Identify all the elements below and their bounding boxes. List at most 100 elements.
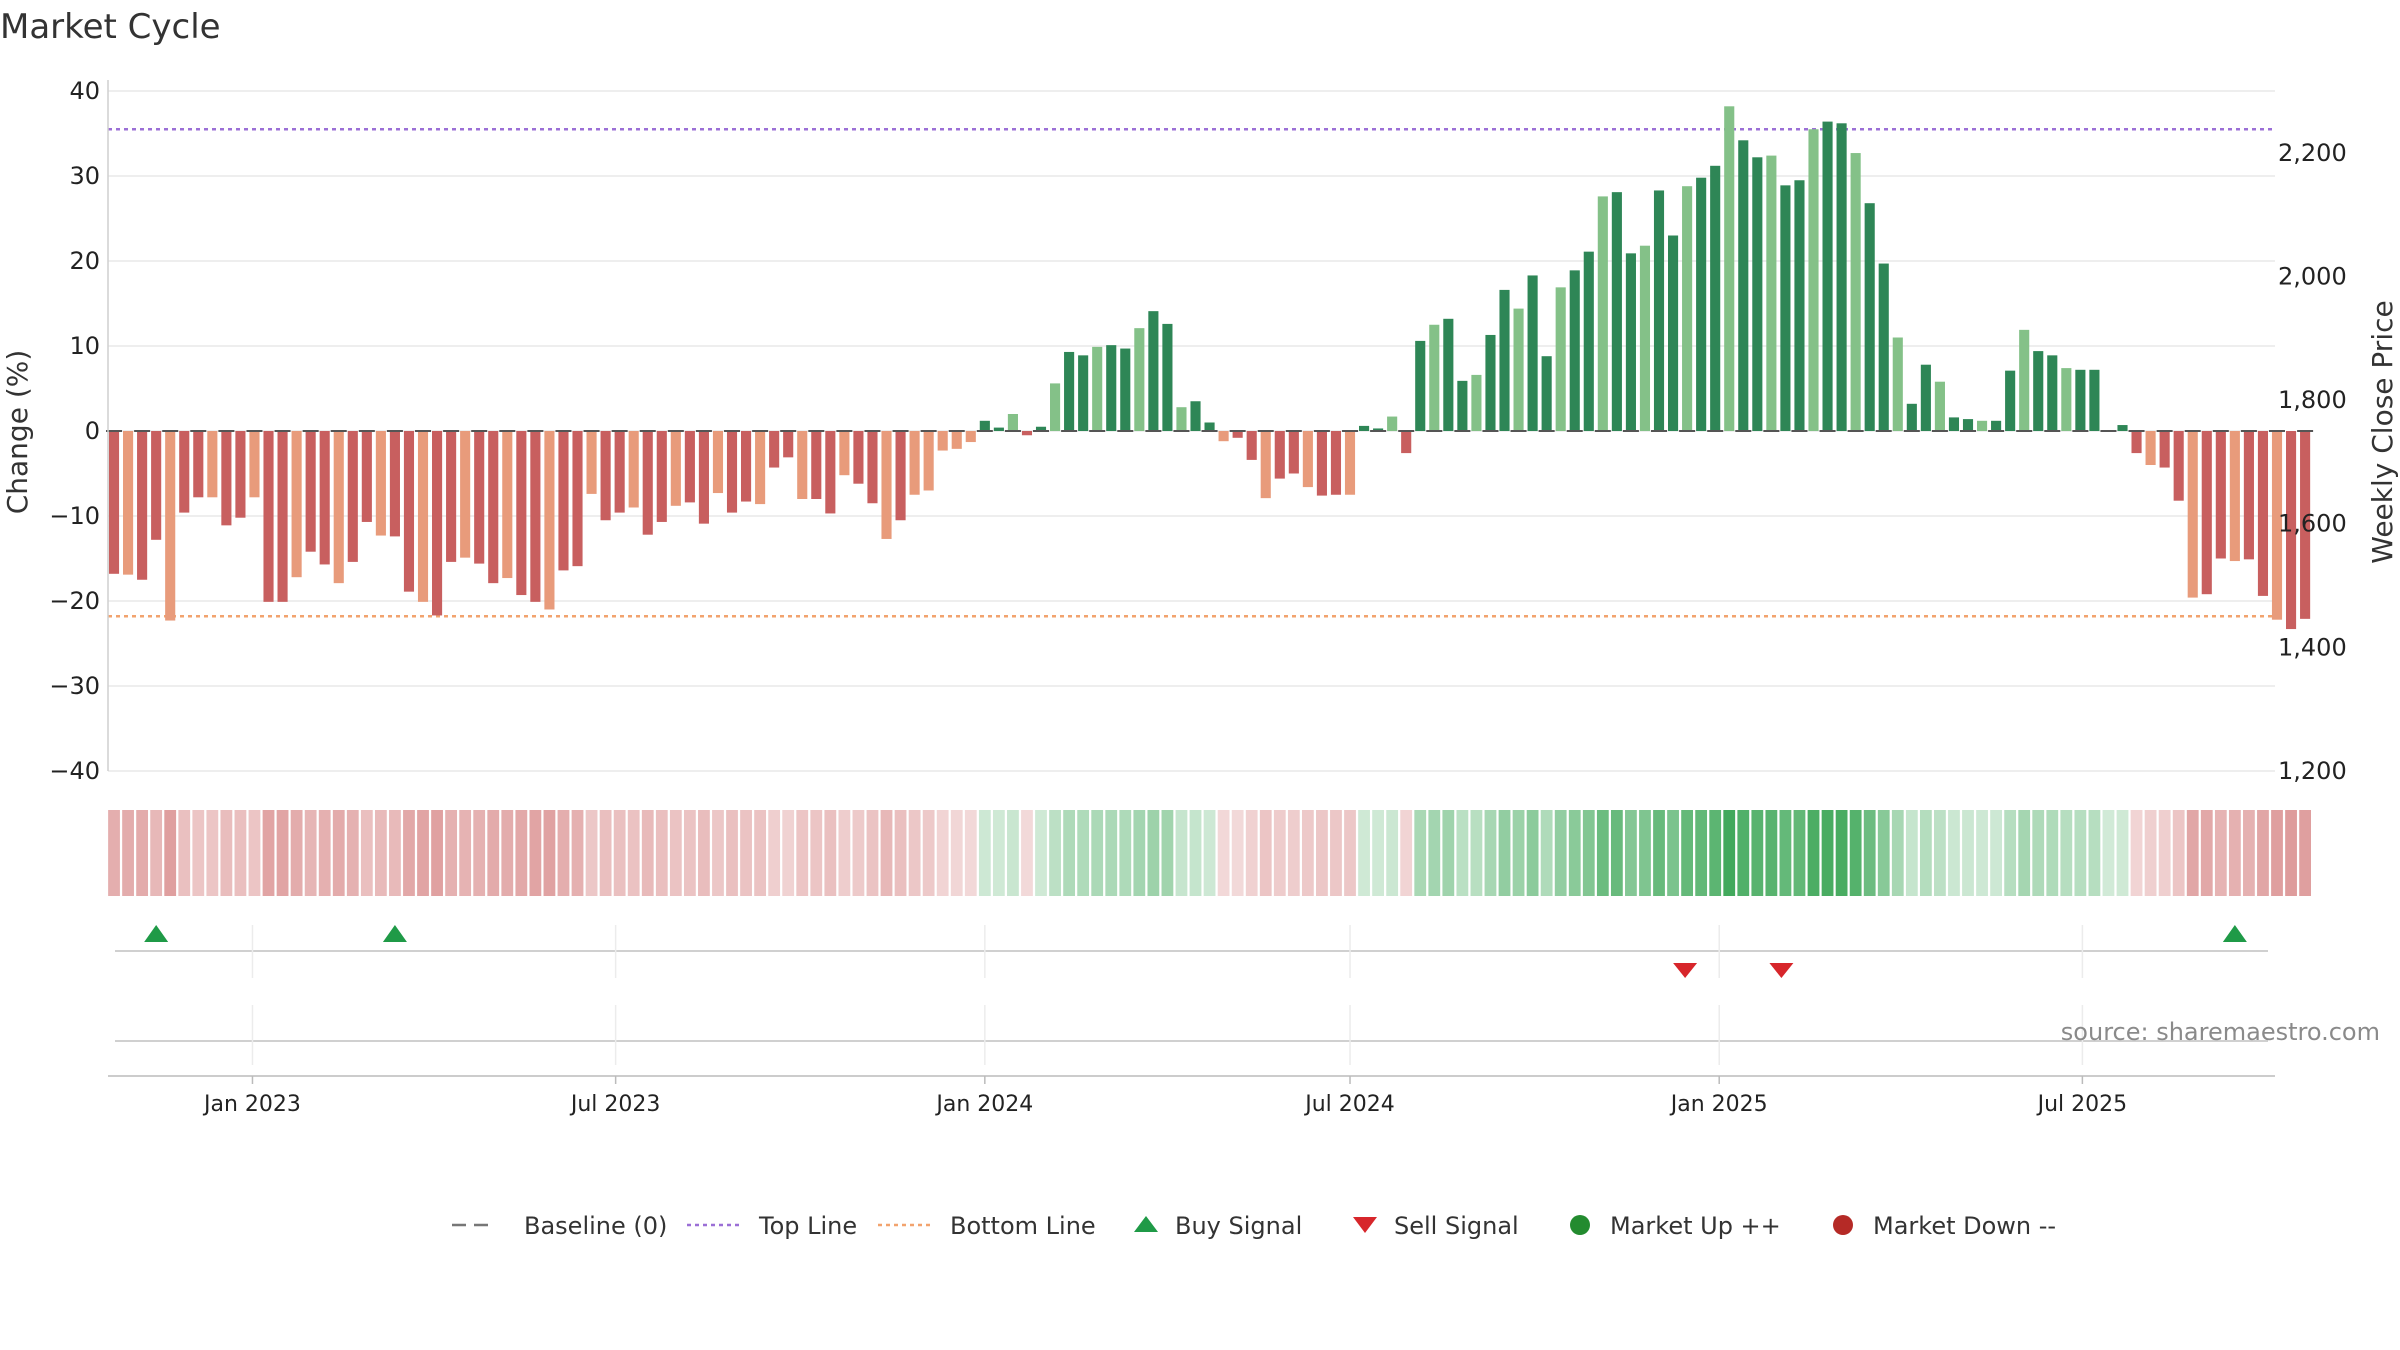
heatmap-cell xyxy=(2130,810,2143,896)
heatmap-cell xyxy=(248,810,261,896)
bar xyxy=(1822,121,1833,431)
heatmap-cell xyxy=(501,810,514,896)
heatmap-cell xyxy=(936,810,949,896)
bar xyxy=(979,420,990,431)
heatmap-cell xyxy=(2172,810,2185,896)
bar xyxy=(923,431,934,491)
heatmap-cell xyxy=(1919,810,1932,896)
heatmap-cell xyxy=(459,810,472,896)
bar xyxy=(1134,328,1145,431)
heatmap-cell xyxy=(613,810,626,896)
heatmap-cell xyxy=(1035,810,1047,896)
heatmap-cell xyxy=(683,810,696,896)
bar xyxy=(1667,235,1679,431)
legend-item: Buy Signal xyxy=(1134,1212,1302,1240)
heatmap-cell xyxy=(318,810,331,896)
heatmap-cell xyxy=(1793,810,1806,896)
bar xyxy=(474,431,485,564)
bar xyxy=(1344,431,1356,495)
heatmap-cell xyxy=(852,810,865,896)
bar xyxy=(881,431,892,539)
bar xyxy=(811,431,822,499)
bar xyxy=(179,431,190,513)
bar xyxy=(755,431,766,505)
heatmap-cell xyxy=(403,810,415,896)
heatmap-cell xyxy=(922,810,935,896)
bar xyxy=(1387,416,1398,431)
heatmap-cell xyxy=(178,810,191,896)
bar xyxy=(769,431,780,468)
bar xyxy=(2243,431,2254,560)
bar xyxy=(1583,251,1594,431)
bar xyxy=(1653,190,1665,431)
bar xyxy=(1035,426,1047,431)
bar xyxy=(305,431,316,552)
bar xyxy=(375,431,386,536)
heatmap-cell xyxy=(1526,810,1539,896)
heatmap-cell xyxy=(1625,810,1637,896)
heatmap-cell xyxy=(1610,810,1623,896)
heatmap-cell xyxy=(276,810,289,896)
heatmap-cell xyxy=(1007,810,1019,896)
heatmap-cell xyxy=(445,810,458,896)
bar xyxy=(2047,355,2058,431)
heatmap-cell xyxy=(1863,810,1876,896)
bar xyxy=(1625,253,1636,431)
heatmap-cell xyxy=(164,810,177,896)
y-tick-label: 0 xyxy=(85,417,100,445)
heatmap-cell xyxy=(1091,810,1104,896)
bar xyxy=(1274,431,1285,479)
bar xyxy=(2229,431,2240,562)
bar xyxy=(291,431,302,578)
heatmap-cell xyxy=(1105,810,1118,896)
bar xyxy=(2300,431,2311,619)
heatmap-cell xyxy=(782,810,795,896)
bar xyxy=(741,431,752,502)
heatmap-cell xyxy=(585,810,598,896)
buy-signal-marker xyxy=(144,925,169,942)
bar xyxy=(1611,192,1622,431)
bar xyxy=(1569,270,1580,431)
bar xyxy=(656,431,667,522)
bar xyxy=(628,431,639,508)
bar xyxy=(319,431,330,565)
heatmap-cell xyxy=(1709,810,1722,896)
bar xyxy=(1991,420,2002,431)
legend-label: Sell Signal xyxy=(1394,1212,1519,1240)
heatmap-cell xyxy=(1414,810,1427,896)
heatmap-cell xyxy=(1259,810,1272,896)
heatmap-cell xyxy=(1386,810,1399,896)
heatmap-cell xyxy=(360,810,373,896)
legend-item: Bottom Line xyxy=(878,1212,1096,1240)
bar xyxy=(797,431,808,499)
bar xyxy=(1710,165,1721,432)
bar xyxy=(1148,311,1159,431)
heatmap-cell xyxy=(978,810,991,896)
bar xyxy=(642,431,653,535)
heatmap-cell xyxy=(1779,810,1792,896)
heatmap-cell xyxy=(1723,810,1736,896)
bar xyxy=(670,431,681,506)
heatmap-cell xyxy=(992,810,1005,896)
bar xyxy=(516,431,527,596)
heatmap-cell xyxy=(262,810,275,896)
heatmap-cell xyxy=(1554,810,1567,896)
bar xyxy=(909,431,920,495)
bar xyxy=(108,431,120,574)
bar xyxy=(1246,431,1257,460)
heatmap-cell xyxy=(1063,810,1076,896)
bar xyxy=(123,431,134,575)
bar xyxy=(2061,368,2072,431)
heatmap-cell xyxy=(1442,810,1455,896)
x-tick-label: Jan 2025 xyxy=(1669,1092,1768,1117)
heatmap-cell xyxy=(838,810,851,896)
heatmap-cell xyxy=(122,810,134,896)
y-tick-label: 30 xyxy=(69,162,100,190)
heatmap-cell xyxy=(1344,810,1356,896)
x-tick-label: Jul 2025 xyxy=(2036,1092,2128,1117)
y2-axis-label: Weekly Close Price xyxy=(2366,300,2399,563)
bar xyxy=(993,427,1004,431)
bar xyxy=(1471,374,1482,431)
heatmap-cell xyxy=(1147,810,1160,896)
